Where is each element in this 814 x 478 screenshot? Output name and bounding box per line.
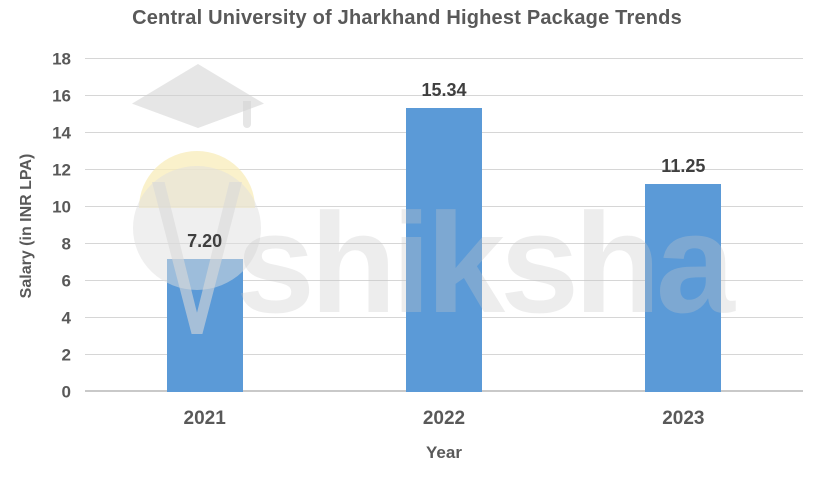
y-tick-label: 0 (61, 382, 71, 402)
bar-value-label: 11.25 (661, 155, 706, 176)
x-tick-label: 2021 (183, 408, 226, 429)
y-tick-label: 18 (52, 49, 71, 69)
bar-2022 (406, 108, 482, 392)
y-tick-label: 12 (52, 160, 71, 180)
bar-2021 (166, 258, 243, 392)
plot-area: 0 2 4 6 8 10 12 14 16 18 7.20 2021 15.34 2022 11.25 202… (52, 51, 803, 429)
gridline (85, 58, 803, 59)
gridline (85, 95, 803, 96)
bar-value-label: 15.34 (421, 80, 467, 101)
y-tick-label: 16 (52, 86, 71, 106)
y-tick-label: 4 (61, 308, 71, 328)
x-tick-label: 2022 (422, 408, 466, 429)
y-tick-label: 10 (52, 197, 71, 217)
bar-2023 (645, 183, 722, 392)
y-tick-label: 14 (52, 123, 71, 143)
x-tick-label: 2023 (662, 408, 705, 429)
chart-title: Central University of Jharkhand Highest … (132, 7, 682, 29)
bar-value-label: 7.20 (187, 230, 223, 251)
y-tick-label: 2 (61, 345, 71, 365)
y-tick-label: 6 (61, 271, 71, 291)
x-axis-title: Year (426, 443, 462, 462)
y-tick-label: 8 (61, 234, 71, 254)
